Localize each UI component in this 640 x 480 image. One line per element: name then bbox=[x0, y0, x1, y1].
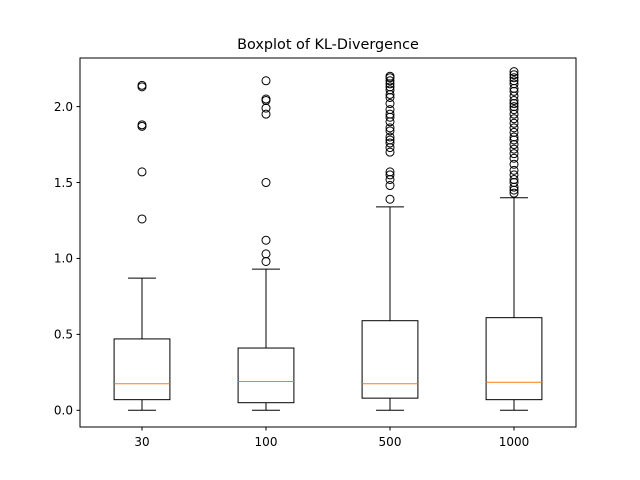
outlier-point bbox=[509, 188, 519, 198]
outlier-point bbox=[385, 126, 395, 136]
outlier-point bbox=[509, 76, 519, 86]
outlier-point bbox=[385, 99, 395, 109]
outlier-point bbox=[261, 94, 271, 104]
outlier-point bbox=[137, 214, 147, 224]
y-axis: 0.0 0.5 1.0 1.5 2.0 bbox=[54, 100, 80, 418]
outlier-point bbox=[261, 109, 271, 119]
x-tick-label: 30 bbox=[134, 435, 149, 449]
outlier-point bbox=[385, 170, 395, 180]
outlier-point bbox=[509, 123, 519, 133]
box-iqr bbox=[113, 338, 171, 401]
outlier-point bbox=[385, 109, 395, 119]
y-tick-label: 1.0 bbox=[54, 252, 73, 266]
outlier-point bbox=[509, 159, 519, 169]
outlier-point bbox=[385, 105, 395, 115]
outlier-point bbox=[509, 70, 519, 80]
outlier-point bbox=[509, 79, 519, 89]
outlier-point bbox=[509, 105, 519, 115]
y-tick-label: 0.0 bbox=[54, 404, 73, 418]
outlier-point bbox=[385, 147, 395, 157]
box-group-30 bbox=[113, 80, 171, 411]
y-tick-label: 1.5 bbox=[54, 176, 73, 190]
x-tick-label: 100 bbox=[255, 435, 278, 449]
box-iqr bbox=[237, 347, 295, 404]
y-tick-label: 2.0 bbox=[54, 100, 73, 114]
box-group-100 bbox=[237, 76, 295, 411]
x-tick-label: 1000 bbox=[499, 435, 530, 449]
outlier-point bbox=[385, 194, 395, 204]
outlier-point bbox=[509, 127, 519, 137]
outlier-point bbox=[385, 76, 395, 86]
box-group-1000 bbox=[485, 67, 543, 411]
x-tick-label: 500 bbox=[379, 435, 402, 449]
outlier-point bbox=[385, 82, 395, 92]
outlier-point bbox=[385, 85, 395, 95]
outlier-point bbox=[137, 120, 147, 130]
outlier-point bbox=[509, 73, 519, 83]
y-tick-label: 0.5 bbox=[54, 328, 73, 342]
outlier-point bbox=[385, 167, 395, 177]
chart-title: Boxplot of KL-Divergence bbox=[237, 37, 419, 53]
outlier-point bbox=[509, 165, 519, 175]
outlier-point bbox=[509, 144, 519, 154]
box-iqr bbox=[361, 320, 419, 399]
outlier-point bbox=[509, 174, 519, 184]
outlier-point bbox=[385, 123, 395, 133]
outlier-point bbox=[261, 178, 271, 188]
outlier-point bbox=[385, 132, 395, 142]
outlier-point bbox=[385, 138, 395, 148]
outlier-point bbox=[509, 102, 519, 112]
axes-frame bbox=[79, 57, 577, 428]
outlier-point bbox=[261, 235, 271, 245]
x-axis: 30 100 500 1000 bbox=[134, 427, 529, 449]
outlier-point bbox=[509, 96, 519, 106]
outlier-point bbox=[385, 135, 395, 145]
outlier-point bbox=[509, 149, 519, 159]
outlier-point bbox=[385, 71, 395, 81]
outlier-point bbox=[509, 114, 519, 124]
outlier-point bbox=[509, 67, 519, 77]
outlier-point bbox=[137, 167, 147, 177]
outlier-point bbox=[137, 80, 147, 90]
outlier-point bbox=[509, 153, 519, 163]
box-group-500 bbox=[361, 71, 419, 411]
plot-area bbox=[113, 67, 543, 411]
outlier-point bbox=[509, 132, 519, 142]
outlier-point bbox=[509, 118, 519, 128]
outlier-point bbox=[261, 249, 271, 259]
outlier-point bbox=[385, 181, 395, 191]
box-iqr bbox=[485, 317, 543, 401]
outlier-point bbox=[509, 170, 519, 180]
outlier-point bbox=[261, 76, 271, 86]
